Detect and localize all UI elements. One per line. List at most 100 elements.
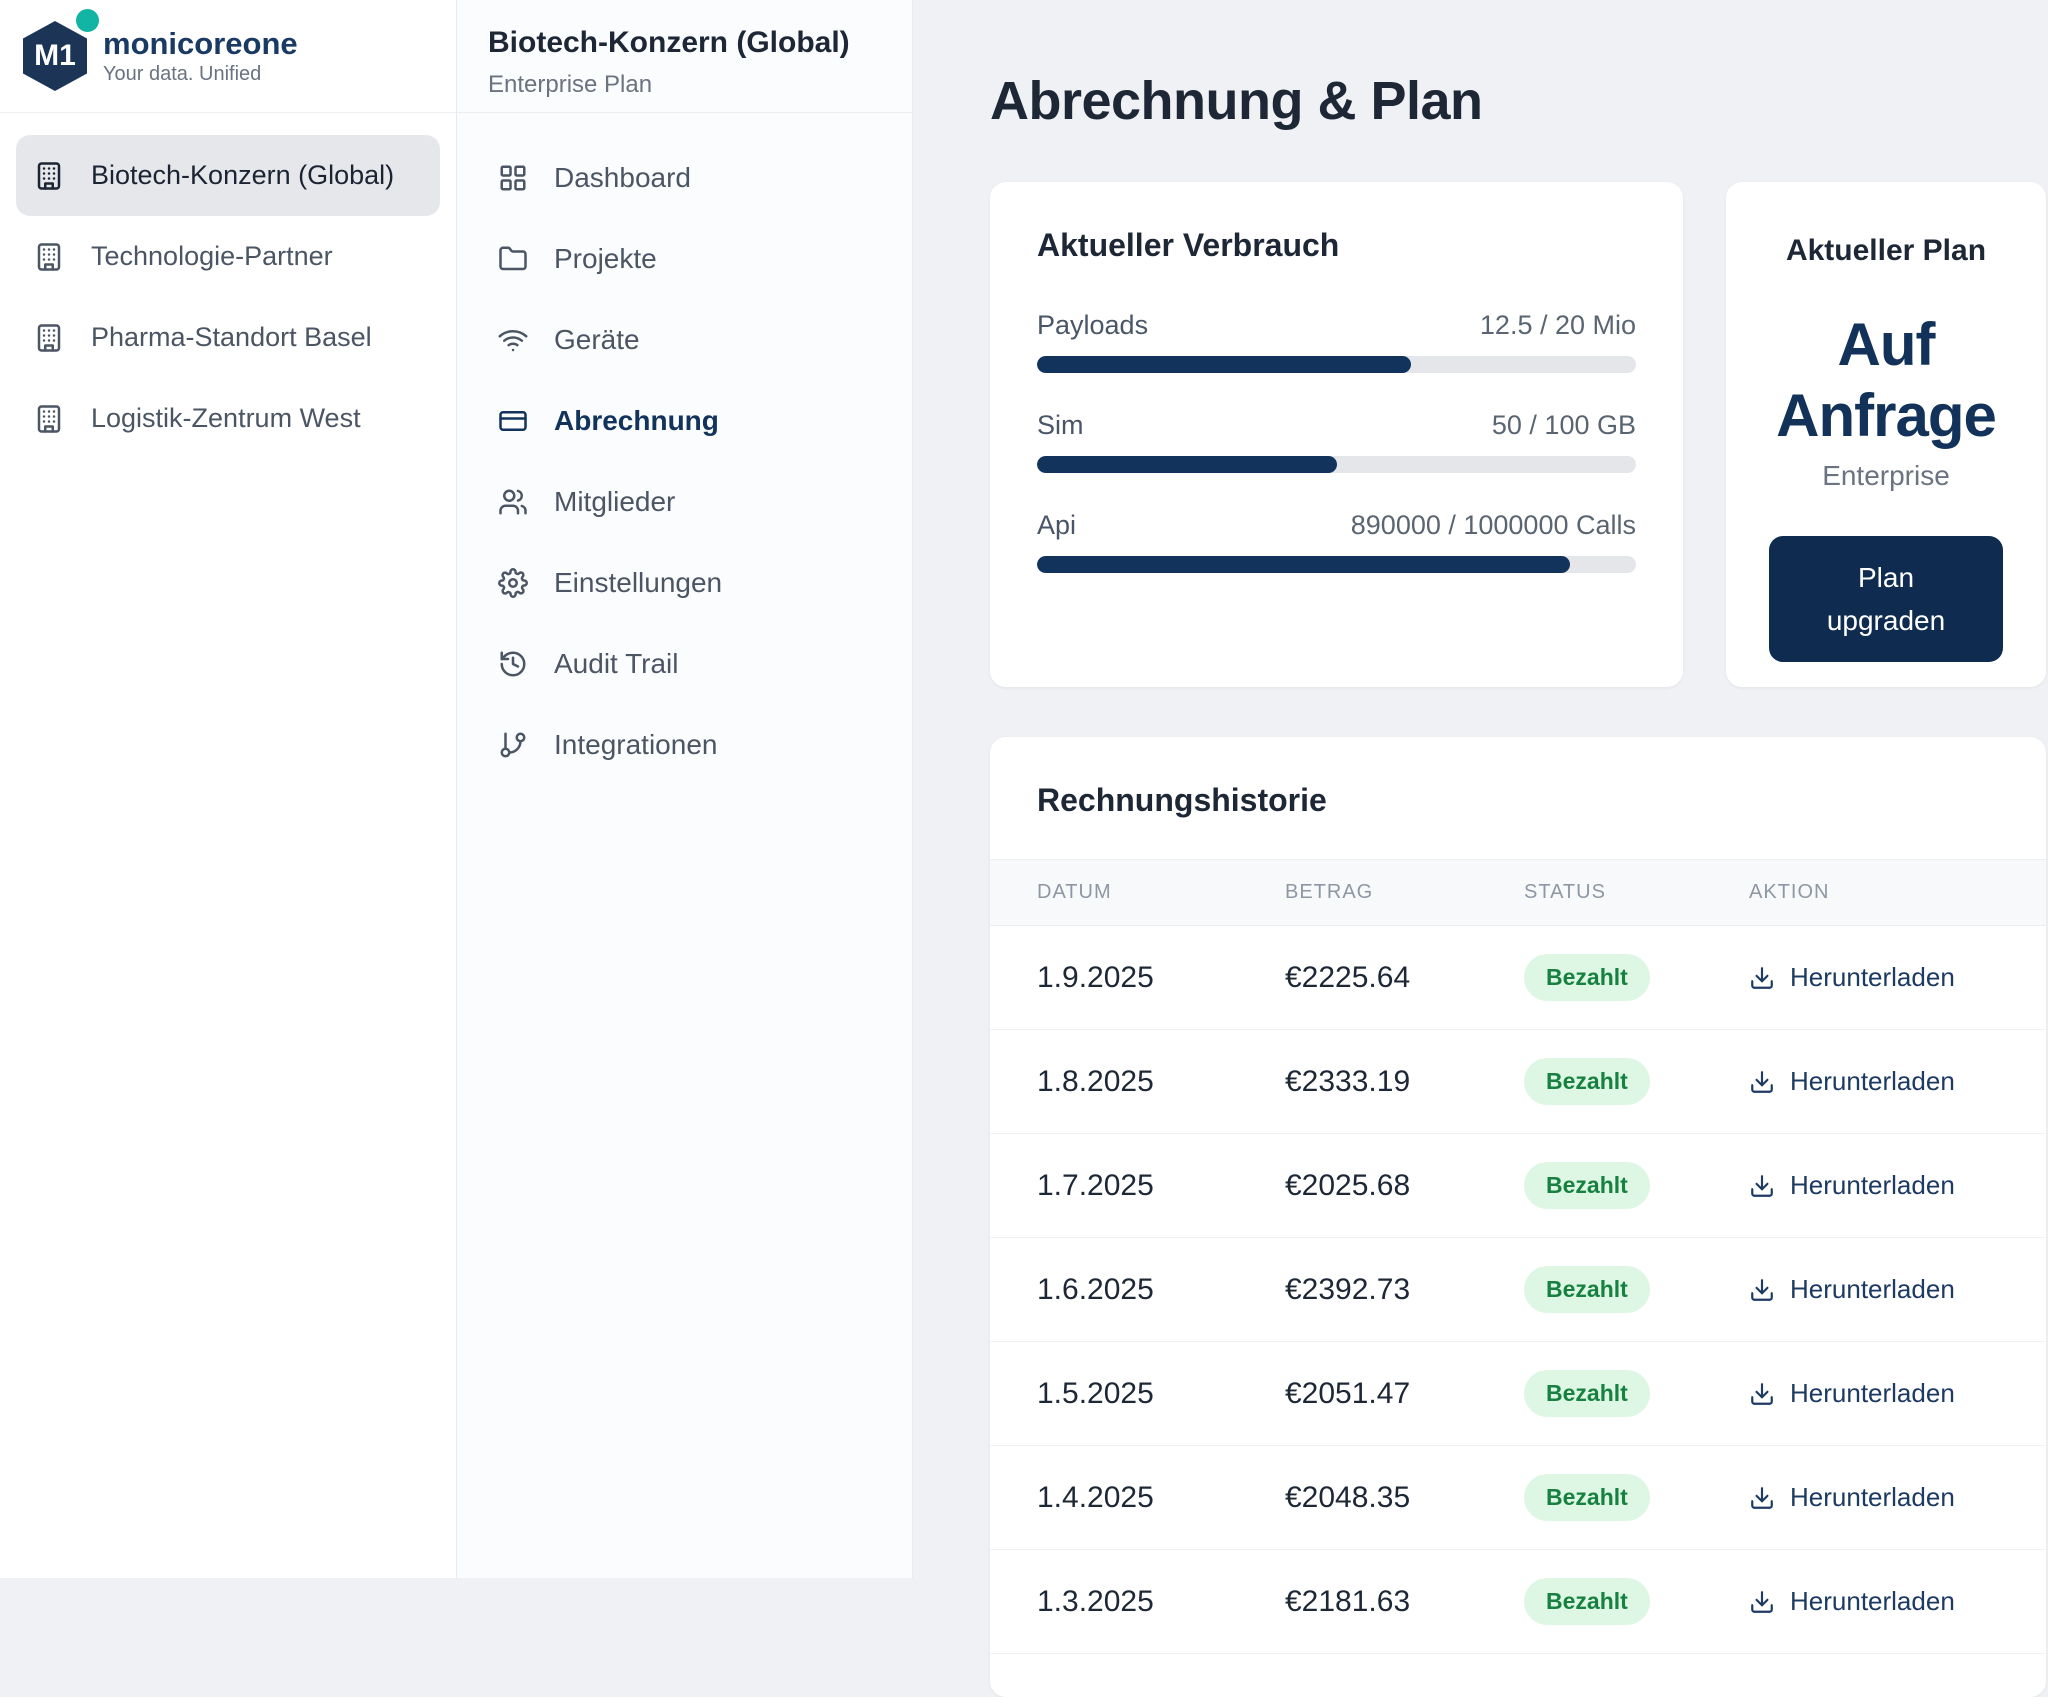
plan-card: Aktueller Plan Auf Anfrage Enterprise Pl… <box>1726 182 2046 687</box>
nav-item-mitglieder[interactable]: Mitglieder <box>457 461 912 542</box>
download-link-label: Herunterladen <box>1790 1586 1955 1616</box>
brand-tagline: Your data. Unified <box>103 63 262 86</box>
nav-item-label: Audit Trail <box>554 647 679 679</box>
workspace-sidebar: Biotech-Konzern (Global) Enterprise Plan… <box>457 0 913 1578</box>
building-icon <box>37 161 61 190</box>
download-icon <box>1751 1278 1773 1301</box>
building-icon <box>37 323 61 352</box>
usage-meters: Payloads 12.5 / 20 Mio Sim 50 / 100 GB A… <box>1037 310 1636 573</box>
workspace-nav: Dashboard Projekte Geräte Abrechnung Mitglie… <box>457 113 912 809</box>
nav-item-projekte[interactable]: Projekte <box>457 218 912 299</box>
org-item[interactable]: Biotech-Konzern (Global) <box>16 135 440 216</box>
download-link[interactable]: Herunterladen <box>1749 1378 1999 1409</box>
usage-meter: Payloads 12.5 / 20 Mio <box>1037 310 1636 373</box>
org-item-label: Logistik-Zentrum West <box>91 403 361 433</box>
usage-meter: Sim 50 / 100 GB <box>1037 410 1636 473</box>
invoice-row: 1.8.2025 €2333.19 Bezahlt Herunterladen <box>990 1030 2046 1134</box>
download-icon <box>1751 1486 1773 1509</box>
nav-item-label: Projekte <box>554 242 657 274</box>
invoice-amount: €2181.63 <box>1285 1584 1411 1618</box>
nav-item-integrationen[interactable]: Integrationen <box>457 704 912 785</box>
usage-card-title: Aktueller Verbrauch <box>1037 227 1340 263</box>
brand-teal-dot-icon <box>76 9 99 32</box>
meter-progress-fill <box>1037 356 1412 373</box>
status-badge: Bezahlt <box>1524 1162 1650 1209</box>
nav-item-dashboard[interactable]: Dashboard <box>457 137 912 218</box>
nav-item-abrechnung[interactable]: Abrechnung <box>457 380 912 461</box>
download-icon <box>1751 1382 1773 1405</box>
meter-progress-fill <box>1037 556 1571 573</box>
page-title: Abrechnung & Plan <box>990 71 1483 131</box>
usage-card: Aktueller Verbrauch Payloads 12.5 / 20 M… <box>990 182 1683 687</box>
status-badge: Bezahlt <box>1524 1370 1650 1417</box>
users-icon <box>499 489 527 514</box>
download-link-label: Herunterladen <box>1790 1482 1955 1512</box>
workspace-header: Biotech-Konzern (Global) Enterprise Plan <box>457 0 912 113</box>
nav-item-label: Mitglieder <box>554 485 676 517</box>
workspace-title: Biotech-Konzern (Global) <box>488 26 850 59</box>
download-link[interactable]: Herunterladen <box>1749 962 1999 993</box>
nav-item-einstellungen[interactable]: Einstellungen <box>457 542 912 623</box>
org-item-label: Biotech-Konzern (Global) <box>91 160 395 190</box>
download-icon <box>1751 1590 1773 1613</box>
nav-item-label: Geräte <box>554 323 640 355</box>
invoice-date: 1.5.2025 <box>1037 1376 1154 1410</box>
invoice-row: 1.3.2025 €2181.63 Bezahlt Herunterladen <box>990 1550 2046 1654</box>
download-link[interactable]: Herunterladen <box>1749 1170 1999 1201</box>
download-link-label: Herunterladen <box>1790 1066 1955 1096</box>
nav-item-audit-trail[interactable]: Audit Trail <box>457 623 912 704</box>
dashboard-grid-icon <box>500 165 526 190</box>
invoice-row: 1.6.2025 €2392.73 Bezahlt Herunterladen <box>990 1238 2046 1342</box>
meter-progress-track <box>1037 356 1636 373</box>
invoice-date: 1.8.2025 <box>1037 1064 1154 1098</box>
invoice-column-header: STATUS <box>1524 881 1606 903</box>
nav-item-geräte[interactable]: Geräte <box>457 299 912 380</box>
invoice-row: 1.5.2025 €2051.47 Bezahlt Herunterladen <box>990 1342 2046 1446</box>
meter-value: 12.5 / 20 Mio <box>1479 310 1636 340</box>
org-item[interactable]: Pharma-Standort Basel <box>16 297 440 378</box>
invoice-column-header: BETRAG <box>1285 881 1374 903</box>
invoice-amount: €2051.47 <box>1285 1376 1411 1410</box>
status-badge: Bezahlt <box>1524 954 1650 1001</box>
invoice-row: 1.4.2025 €2048.35 Bezahlt Herunterladen <box>990 1446 2046 1550</box>
building-icon <box>37 404 61 433</box>
download-link-label: Herunterladen <box>1790 962 1955 992</box>
nav-item-label: Einstellungen <box>554 566 723 598</box>
org-item-label: Pharma-Standort Basel <box>91 322 372 352</box>
download-link[interactable]: Herunterladen <box>1749 1586 1999 1617</box>
invoice-amount: €2048.35 <box>1285 1480 1411 1514</box>
invoice-table-header: DATUM BETRAG STATUS AKTION <box>990 859 2046 926</box>
download-icon <box>1751 1070 1773 1093</box>
download-link[interactable]: Herunterladen <box>1749 1066 1999 1097</box>
invoice-amount: €2392.73 <box>1285 1272 1411 1306</box>
folder-icon <box>499 246 527 270</box>
download-icon <box>1751 966 1773 989</box>
plan-upgrade-button[interactable]: Plan upgraden <box>1769 535 2003 663</box>
download-link[interactable]: Herunterladen <box>1749 1274 1999 1305</box>
status-badge: Bezahlt <box>1524 1578 1650 1625</box>
org-item[interactable]: Technologie-Partner <box>16 216 440 297</box>
brand: M1 monicoreone Your data. Unified <box>0 0 456 113</box>
top-cards-row: Aktueller Verbrauch Payloads 12.5 / 20 M… <box>990 182 2048 687</box>
meter-label: Api <box>1037 510 1077 540</box>
invoice-history-title: Rechnungshistorie <box>1037 782 1327 818</box>
meter-progress-fill <box>1037 456 1337 473</box>
invoice-amount: €2025.68 <box>1285 1168 1411 1202</box>
org-item-label: Technologie-Partner <box>91 241 333 271</box>
org-item[interactable]: Logistik-Zentrum West <box>16 378 440 459</box>
nav-item-label: Abrechnung <box>554 404 719 436</box>
gear-icon <box>498 567 528 598</box>
download-link[interactable]: Herunterladen <box>1749 1482 1999 1513</box>
plan-name: Auf Anfrage <box>1776 311 1997 449</box>
invoice-row: 1.9.2025 €2225.64 Bezahlt Herunterladen <box>990 926 2046 1030</box>
invoice-column-header: DATUM <box>1037 881 1112 903</box>
download-icon <box>1751 1174 1773 1197</box>
brand-logo-hexagon: M1 <box>23 21 87 91</box>
invoice-row: 1.7.2025 €2025.68 Bezahlt Herunterladen <box>990 1134 2046 1238</box>
meter-progress-track <box>1037 556 1636 573</box>
invoice-date: 1.7.2025 <box>1037 1168 1154 1202</box>
download-link-label: Herunterladen <box>1790 1378 1955 1408</box>
invoice-history-card: Rechnungshistorie DATUM BETRAG STATUS AKTIO… <box>990 737 2046 1697</box>
plan-card-title: Aktueller Plan <box>1785 234 1987 267</box>
status-badge: Bezahlt <box>1524 1266 1650 1313</box>
